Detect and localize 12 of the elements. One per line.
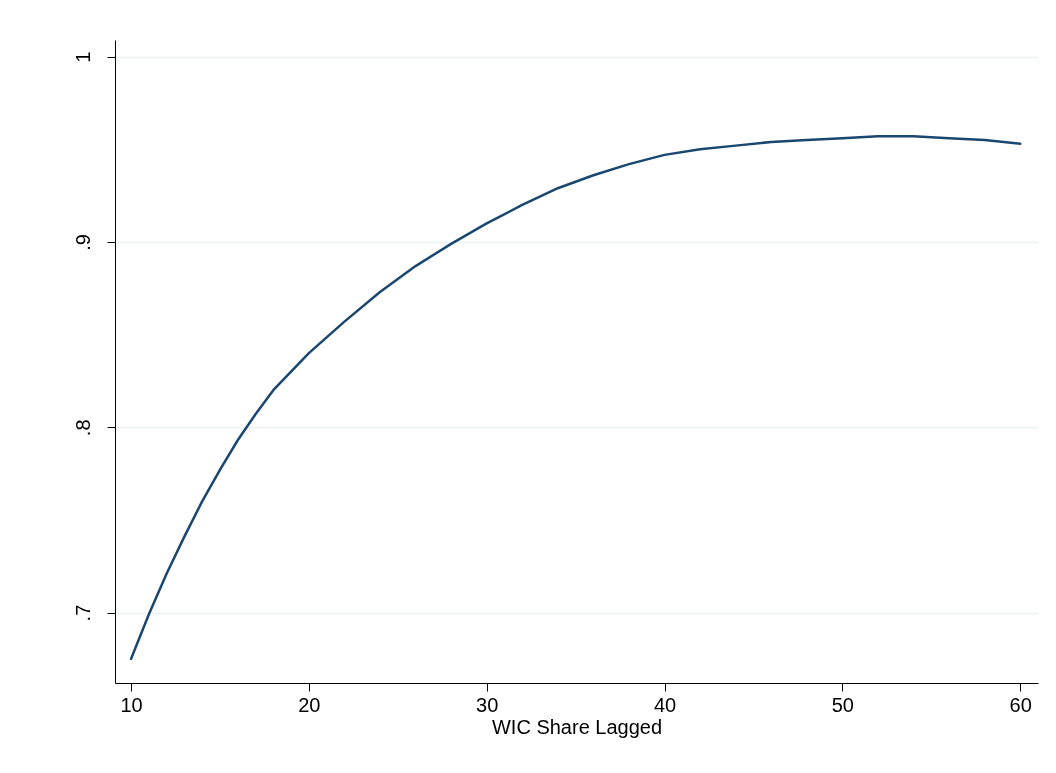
y-tick-label: 1 xyxy=(71,51,94,63)
line-series xyxy=(129,135,1022,661)
y-tick-label: .8 xyxy=(71,419,94,437)
x-tick-label: 20 xyxy=(298,693,321,716)
x-tick-label: 60 xyxy=(1009,693,1032,716)
x-tick-label: 30 xyxy=(476,693,499,716)
x-tick-label: 50 xyxy=(831,693,854,716)
x-axis-title: WIC Share Lagged xyxy=(491,715,663,738)
x-tick-label: 10 xyxy=(120,693,143,716)
y-tick-label: .9 xyxy=(71,234,94,251)
y-tick-label: .7 xyxy=(71,604,94,622)
x-tick-label: 40 xyxy=(653,693,677,716)
